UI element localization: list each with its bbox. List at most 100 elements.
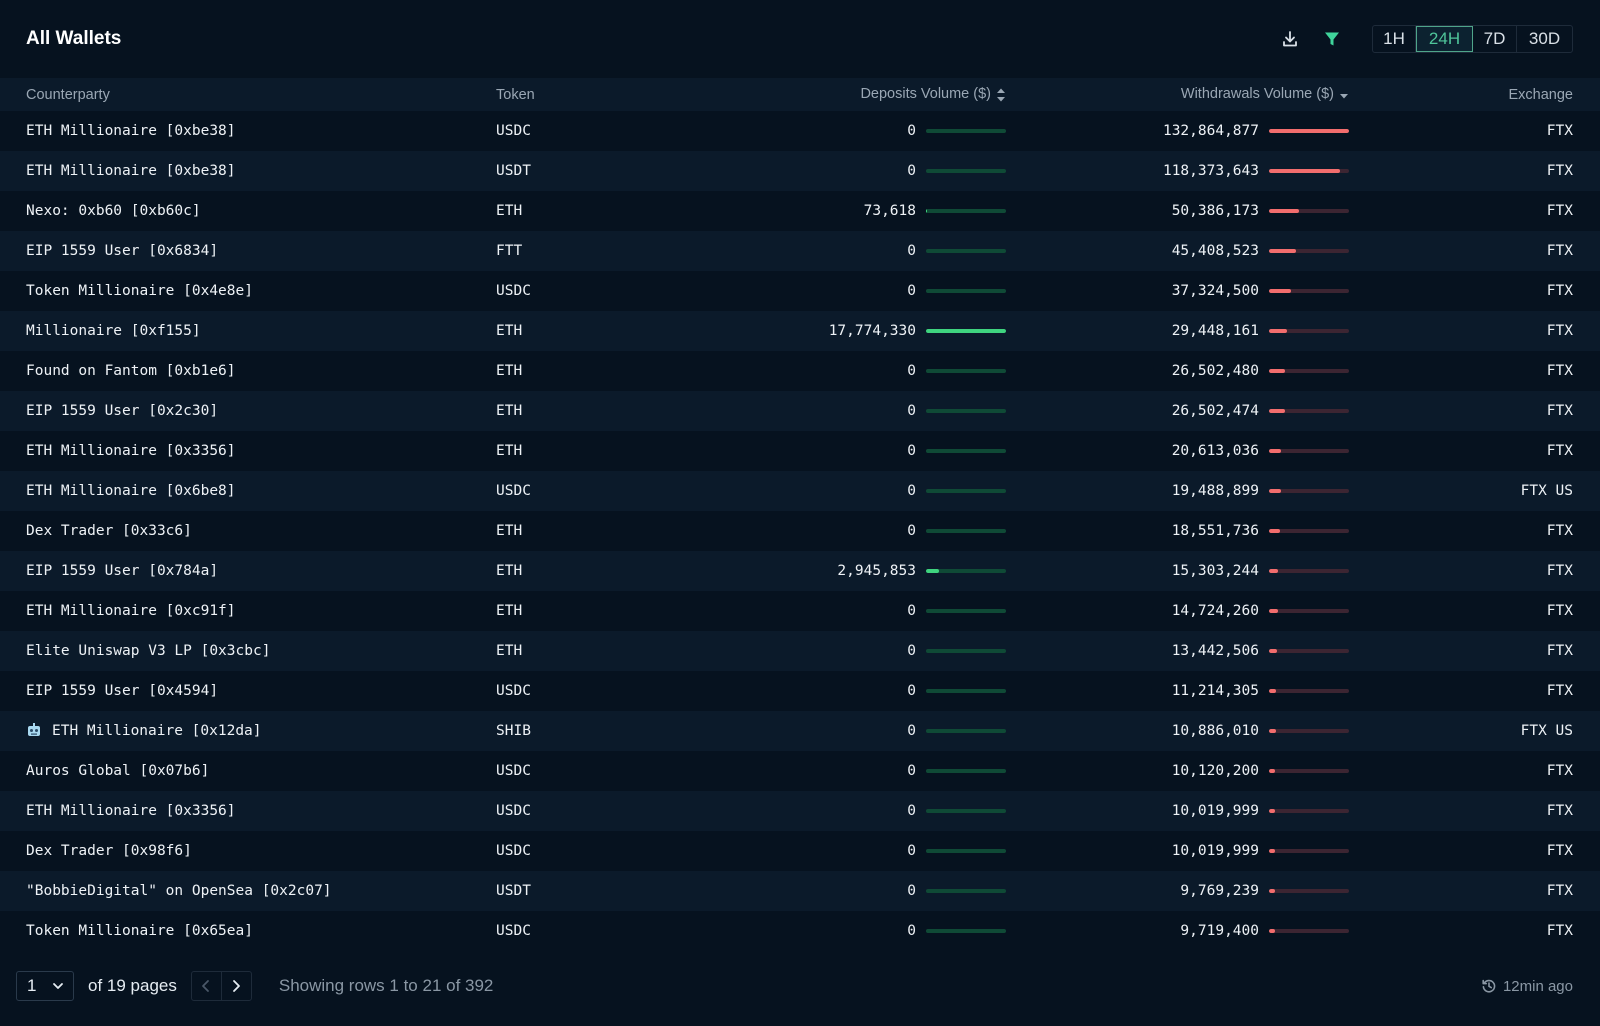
cell-counterparty[interactable]: Auros Global [0x07b6] [0,751,496,791]
pagination-footer: 1 of 19 pages Showing rows 1 to 21 of 39… [0,965,1600,1007]
withdrawal-value: 14,724,260 [1171,603,1259,619]
page-count: of 19 pages [88,976,177,995]
timeframe-24h[interactable]: 24H [1416,26,1473,52]
timeframe-30d[interactable]: 30D [1528,29,1561,48]
table-row[interactable]: "BobbieDigital" on OpenSea [0x2c07] USDT 0… [0,871,1600,911]
cell-token: USDT [496,883,531,899]
prev-page-button[interactable] [192,972,221,1000]
cell-counterparty[interactable]: Dex Trader [0x98f6] [0,831,496,871]
table-row[interactable]: ETH Millionaire [0x3356] USDC 0 10,019,999 F… [0,791,1600,831]
cell-counterparty[interactable]: Millionaire [0xf155] [0,311,496,351]
deposit-bar [926,209,1006,213]
withdrawal-bar-fill [1269,889,1275,893]
withdrawal-bar [1269,169,1349,173]
deposit-value: 2,945,853 [837,563,916,579]
withdrawal-bar [1269,129,1349,133]
table-row[interactable]: ETH Millionaire [0x3356] ETH 0 20,613,036 FT… [0,431,1600,471]
deposit-bar [926,569,1006,573]
cell-counterparty[interactable]: ETH Millionaire [0x3356] [0,791,496,831]
column-header-counterparty[interactable]: Counterparty [0,78,496,111]
deposit-bar [926,249,1006,253]
table-row[interactable]: Dex Trader [0x33c6] ETH 0 18,551,736 FTX [0,511,1600,551]
table-row[interactable]: EIP 1559 User [0x6834] FTT 0 45,408,523 FTX [0,231,1600,271]
table-row[interactable]: ETH Millionaire [0xbe38] USDC 0 132,864,877… [0,111,1600,151]
cell-withdrawals: 11,214,305 [1006,671,1349,711]
table-row[interactable]: Found on Fantom [0xb1e6] ETH 0 26,502,480 FT… [0,351,1600,391]
page-select[interactable]: 1 [16,971,74,1001]
table-row[interactable]: ETH Millionaire [0xc91f] ETH 0 14,724,260 FT… [0,591,1600,631]
table-row[interactable]: ETH Millionaire [0x12da] SHIB 0 10,886,010 F… [0,711,1600,751]
table-row[interactable]: EIP 1559 User [0x2c30] ETH 0 26,502,474 FTX [0,391,1600,431]
cell-counterparty[interactable]: ETH Millionaire [0xc91f] [0,591,496,631]
cell-withdrawals: 29,448,161 [1006,311,1349,351]
cell-counterparty[interactable]: ETH Millionaire [0x6be8] [0,471,496,511]
table-row[interactable]: EIP 1559 User [0x4594] USDC 0 11,214,305 FTX [0,671,1600,711]
column-label-withdrawals: Withdrawals Volume ($) [1180,86,1334,103]
cell-counterparty[interactable]: ETH Millionaire [0xbe38] [0,111,496,151]
withdrawal-value: 15,303,244 [1171,563,1259,579]
cell-token: ETH [496,363,523,379]
cell-counterparty[interactable]: Dex Trader [0x33c6] [0,511,496,551]
withdrawal-bar [1269,249,1349,253]
table-row[interactable]: Nexo: 0xb60 [0xb60c] ETH 73,618 50,386,173 F… [0,191,1600,231]
deposit-value: 0 [907,163,916,179]
withdrawal-value: 9,769,239 [1180,883,1259,899]
deposit-value: 0 [907,483,916,499]
timeframe-7d[interactable]: 7D [1473,26,1517,52]
deposit-value: 0 [907,443,916,459]
withdrawal-bar [1269,689,1349,693]
cell-counterparty[interactable]: ETH Millionaire [0xbe38] [0,151,496,191]
download-button[interactable] [1276,25,1304,53]
cell-counterparty[interactable]: EIP 1559 User [0x6834] [0,231,496,271]
cell-withdrawals: 9,769,239 [1006,871,1349,911]
withdrawal-bar-fill [1269,489,1281,493]
cell-counterparty[interactable]: Token Millionaire [0x65ea] [0,911,496,951]
deposit-bar [926,529,1006,533]
cell-counterparty[interactable]: Found on Fantom [0xb1e6] [0,351,496,391]
cell-counterparty[interactable]: "BobbieDigital" on OpenSea [0x2c07] [0,871,496,911]
withdrawal-value: 132,864,877 [1162,123,1259,139]
filter-button[interactable] [1318,25,1346,53]
cell-token: USDC [496,923,531,939]
withdrawal-bar-fill [1269,809,1276,813]
column-header-withdrawals[interactable]: Withdrawals Volume ($) [1006,78,1349,111]
table-row[interactable]: Auros Global [0x07b6] USDC 0 10,120,200 FTX [0,751,1600,791]
cell-counterparty[interactable]: Token Millionaire [0x4e8e] [0,271,496,311]
cell-token: FTT [496,243,523,259]
table-row[interactable]: Token Millionaire [0x65ea] USDC 0 9,719,400… [0,911,1600,951]
cell-counterparty[interactable]: EIP 1559 User [0x784a] [0,551,496,591]
counterparty-name: EIP 1559 User [0x784a] [26,563,219,579]
table-row[interactable]: Dex Trader [0x98f6] USDC 0 10,019,999 FTX [0,831,1600,871]
cell-exchange: FTX [1546,403,1573,419]
withdrawal-bar-fill [1269,689,1276,693]
table-row[interactable]: EIP 1559 User [0x784a] ETH 2,945,853 15,303… [0,551,1600,591]
withdrawal-value: 9,719,400 [1180,923,1259,939]
cell-counterparty[interactable]: ETH Millionaire [0x12da] [0,711,496,751]
withdrawal-value: 10,120,200 [1171,763,1259,779]
table-row[interactable]: ETH Millionaire [0xbe38] USDT 0 118,373,643… [0,151,1600,191]
column-header-deposits[interactable]: Deposits Volume ($) [696,78,1006,111]
timeframe-1h[interactable]: 1H [1373,26,1416,52]
counterparty-name: Auros Global [0x07b6] [26,763,210,779]
cell-exchange: FTX [1546,763,1573,779]
cell-token: USDC [496,843,531,859]
cell-counterparty[interactable]: EIP 1559 User [0x2c30] [0,391,496,431]
deposit-value: 0 [907,523,916,539]
cell-counterparty[interactable]: ETH Millionaire [0x3356] [0,431,496,471]
column-header-exchange[interactable]: Exchange [1349,78,1600,111]
cell-deposits: 0 [696,831,1006,871]
cell-counterparty[interactable]: Elite Uniswap V3 LP [0x3cbc] [0,631,496,671]
deposit-value: 0 [907,843,916,859]
column-header-token[interactable]: Token [496,78,696,111]
cell-counterparty[interactable]: EIP 1559 User [0x4594] [0,671,496,711]
next-page-button[interactable] [220,972,251,1000]
table-row[interactable]: Elite Uniswap V3 LP [0x3cbc] ETH 0 13,442,5… [0,631,1600,671]
cell-counterparty[interactable]: Nexo: 0xb60 [0xb60c] [0,191,496,231]
withdrawal-value: 45,408,523 [1171,243,1259,259]
counterparty-name: Nexo: 0xb60 [0xb60c] [26,203,201,219]
table-row[interactable]: Token Millionaire [0x4e8e] USDC 0 37,324,50… [0,271,1600,311]
table-row[interactable]: ETH Millionaire [0x6be8] USDC 0 19,488,899 F… [0,471,1600,511]
cell-token: SHIB [496,723,531,739]
table-row[interactable]: Millionaire [0xf155] ETH 17,774,330 29,448,… [0,311,1600,351]
cell-exchange: FTX [1546,843,1573,859]
